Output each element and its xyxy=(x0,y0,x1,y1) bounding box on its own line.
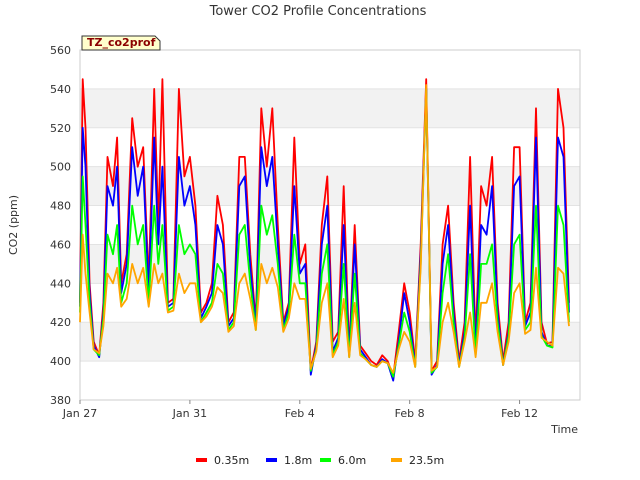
chart-title: Tower CO2 Profile Concentrations xyxy=(209,4,427,19)
legend-label: 0.35m xyxy=(214,454,249,467)
legend-label: 6.0m xyxy=(338,454,366,467)
legend-swatch xyxy=(266,458,277,462)
series-line-23.5m xyxy=(79,84,570,374)
y-tick-label: 380 xyxy=(50,394,71,407)
x-tick-label: Feb 12 xyxy=(501,407,538,420)
series-lines xyxy=(79,78,570,382)
y-axis-label: CO2 (ppm) xyxy=(7,195,20,255)
y-tick-label: 480 xyxy=(50,200,71,213)
y-tick-label: 500 xyxy=(50,161,71,174)
x-tick-label: Feb 4 xyxy=(285,407,315,420)
legend-label: 1.8m xyxy=(284,454,312,467)
y-tick-label: 400 xyxy=(50,355,71,368)
legend: 0.35m 1.8m 6.0m 23.5m xyxy=(196,454,444,467)
legend-swatch xyxy=(391,458,402,462)
y-tick-label: 560 xyxy=(50,44,71,57)
site-badge-box xyxy=(81,35,161,51)
x-tick-label: Feb 8 xyxy=(395,407,425,420)
site-badge-label: TZ_co2prof xyxy=(87,36,156,49)
y-tick-label: 440 xyxy=(50,277,71,290)
x-axis-label: Time xyxy=(550,423,578,436)
y-tick-label: 520 xyxy=(50,122,71,135)
legend-label: 23.5m xyxy=(409,454,444,467)
legend-swatch xyxy=(196,458,207,462)
site-badge: TZ_co2prof xyxy=(81,35,161,51)
x-tick-label: Jan 27 xyxy=(62,407,97,420)
y-tick-label: 540 xyxy=(50,83,71,96)
x-tick-label: Jan 31 xyxy=(172,407,207,420)
y-tick-label: 420 xyxy=(50,316,71,329)
y-tick-label: 460 xyxy=(50,238,71,251)
plot-frame xyxy=(79,49,581,401)
legend-swatch xyxy=(320,458,331,462)
x-axis-ticks: Jan 27 Jan 31 Feb 4 Feb 8 Feb 12 xyxy=(62,400,538,420)
y-axis-ticks: 380 400 420 440 460 480 500 520 540 560 xyxy=(50,44,71,407)
